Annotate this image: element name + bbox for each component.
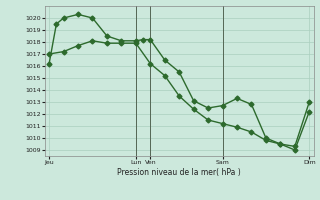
X-axis label: Pression niveau de la mer( hPa ): Pression niveau de la mer( hPa ) (117, 168, 241, 177)
